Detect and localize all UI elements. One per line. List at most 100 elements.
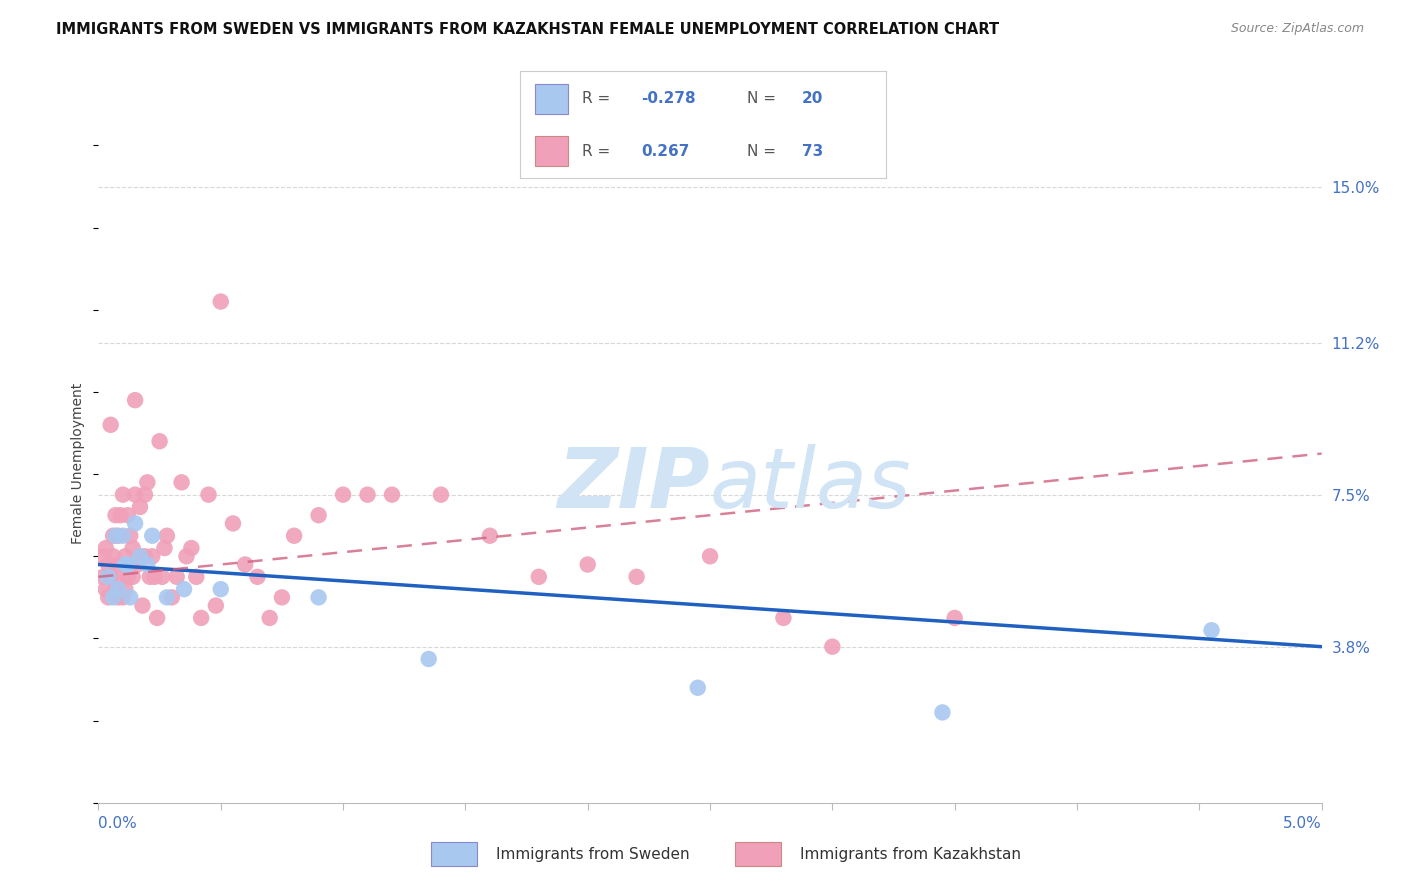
Text: 20: 20 (801, 91, 823, 106)
Point (143, 570, 166, 584)
Point (101, 591, 124, 605)
Point (120, 558, 142, 572)
Point (478, 529, 501, 543)
Text: N =: N = (747, 91, 776, 106)
Point (270, 591, 294, 605)
Point (197, 488, 219, 502)
Point (110, 570, 132, 584)
Point (332, 488, 354, 502)
Point (141, 549, 163, 564)
Point (124, 516, 146, 531)
FancyBboxPatch shape (534, 84, 568, 114)
Text: IMMIGRANTS FROM SWEDEN VS IMMIGRANTS FROM KAZAKHSTAN FEMALE UNEMPLOYMENT CORRELA: IMMIGRANTS FROM SWEDEN VS IMMIGRANTS FRO… (56, 22, 1000, 37)
Point (156, 591, 179, 605)
Text: Source: ZipAtlas.com: Source: ZipAtlas.com (1230, 22, 1364, 36)
Point (153, 541, 176, 555)
Point (129, 500, 152, 514)
FancyBboxPatch shape (432, 842, 477, 866)
Point (104, 529, 127, 543)
Point (107, 582, 129, 596)
Point (97, 558, 120, 572)
Point (246, 570, 269, 584)
Point (139, 570, 162, 584)
Point (104, 582, 127, 596)
Point (772, 611, 794, 625)
Point (176, 549, 198, 564)
Point (686, 681, 709, 695)
Point (166, 570, 188, 584)
Point (120, 591, 142, 605)
Point (943, 611, 966, 625)
Point (931, 706, 953, 720)
Point (150, 570, 173, 584)
Point (136, 475, 159, 490)
Point (233, 558, 256, 572)
FancyBboxPatch shape (735, 842, 780, 866)
Point (308, 591, 330, 605)
Point (101, 549, 124, 564)
Text: -0.278: -0.278 (641, 91, 696, 106)
Point (114, 582, 136, 596)
Point (91, 570, 114, 584)
Point (131, 599, 153, 613)
Point (94, 582, 117, 596)
Point (100, 570, 122, 584)
Point (136, 558, 159, 572)
Point (209, 582, 232, 596)
Text: 0.267: 0.267 (641, 144, 689, 159)
Point (156, 529, 179, 543)
Text: R =: R = (582, 91, 610, 106)
Point (209, 294, 232, 309)
Text: N =: N = (747, 144, 776, 159)
Point (146, 611, 169, 625)
Point (173, 582, 195, 596)
FancyBboxPatch shape (534, 136, 568, 166)
Point (129, 549, 152, 564)
Point (149, 434, 172, 449)
Point (626, 570, 648, 584)
Point (283, 529, 305, 543)
Point (121, 541, 143, 555)
Point (107, 529, 129, 543)
Point (160, 591, 183, 605)
Point (111, 488, 134, 502)
Point (117, 508, 139, 523)
Text: 5.0%: 5.0% (1282, 816, 1322, 831)
Point (97, 591, 120, 605)
Text: R =: R = (582, 144, 610, 159)
Text: 73: 73 (801, 144, 823, 159)
Point (141, 529, 163, 543)
Point (124, 488, 146, 502)
Point (110, 508, 132, 523)
Y-axis label: Female Unemployment: Female Unemployment (72, 384, 86, 544)
Point (134, 549, 156, 564)
Text: atlas: atlas (710, 443, 911, 524)
Point (94, 541, 117, 555)
Point (124, 393, 146, 408)
Point (127, 558, 149, 572)
Point (205, 599, 228, 613)
Point (114, 549, 136, 564)
Point (97, 570, 120, 584)
Point (259, 611, 281, 625)
Point (101, 529, 124, 543)
Point (117, 570, 139, 584)
Point (134, 488, 156, 502)
Text: Immigrants from Sweden: Immigrants from Sweden (496, 847, 690, 862)
Text: 0.0%: 0.0% (98, 816, 138, 831)
Text: Immigrants from Kazakhstan: Immigrants from Kazakhstan (800, 847, 1021, 862)
Point (107, 558, 129, 572)
Point (430, 488, 453, 502)
Point (104, 508, 127, 523)
Point (120, 529, 142, 543)
Point (308, 508, 330, 523)
Point (821, 640, 844, 654)
Text: ZIP: ZIP (557, 443, 710, 524)
Point (381, 488, 404, 502)
Point (418, 652, 440, 666)
Point (100, 417, 122, 432)
Point (170, 475, 193, 490)
Point (699, 549, 721, 564)
Point (576, 558, 599, 572)
Point (114, 558, 136, 572)
